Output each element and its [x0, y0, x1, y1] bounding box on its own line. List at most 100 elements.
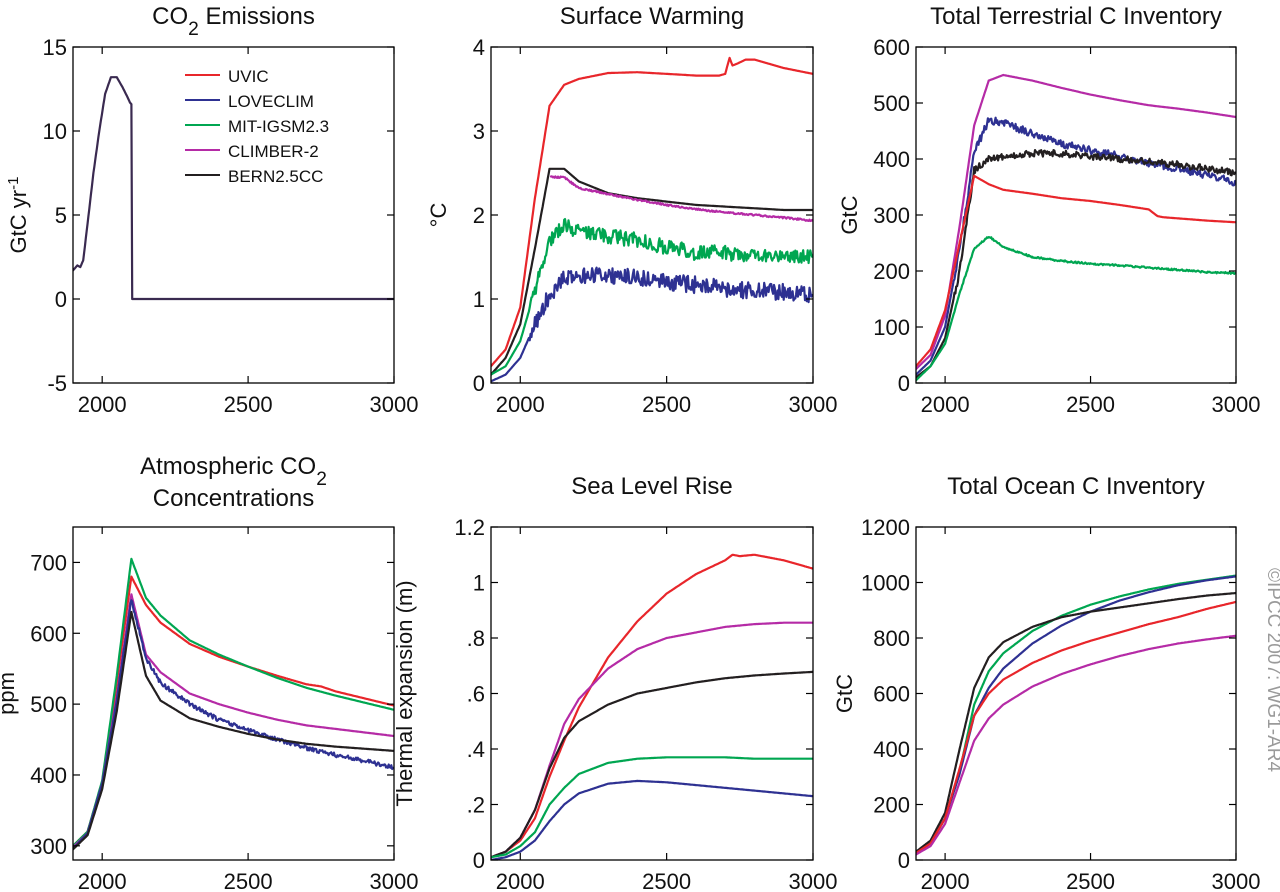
y-tick-label: 0	[473, 848, 485, 873]
x-tick-label: 2000	[921, 392, 970, 417]
chart-title-line-2: Concentrations	[153, 485, 314, 512]
x-tick-label: 3000	[370, 869, 419, 892]
y-tick-label: .2	[467, 793, 485, 818]
series-line-loveclim	[73, 599, 394, 850]
x-tick-label: 3000	[1212, 869, 1261, 892]
x-tick-label: 3000	[370, 392, 419, 417]
x-tick-label: 3000	[789, 392, 838, 417]
x-tick-label: 2000	[496, 392, 545, 417]
legend: UVIC LOVECLIM MIT-IGSM2.3 CLIMBER-2 BERN2.5C…	[185, 67, 329, 186]
x-tick-label: 2500	[224, 869, 273, 892]
credit-text: ©IPCC 2007: WG1-AR4	[1263, 568, 1280, 772]
plot-frame	[490, 526, 814, 861]
y-tick-label: 400	[30, 763, 67, 788]
chart-title: Surface Warming	[560, 3, 745, 30]
y-tick-label: 200	[873, 793, 910, 818]
series-line-loveclim	[491, 779, 813, 860]
series-line-mit-igsm2-3	[73, 557, 394, 847]
y-tick-label: 400	[873, 737, 910, 762]
series-line-bern2-5cc	[916, 149, 1236, 379]
series-line-bern2-5cc	[73, 610, 394, 851]
series-group	[491, 56, 813, 383]
y-tick-label: 0	[55, 287, 67, 312]
y-axis-label: GtC	[837, 195, 862, 234]
x-tick-label: 2500	[642, 392, 691, 417]
x-tick-label: 3000	[789, 869, 838, 892]
series-line-bern2-5cc	[491, 670, 813, 859]
y-axis-label: GtC	[832, 674, 857, 713]
series-line-climber-2	[916, 73, 1236, 371]
y-tick-label: .8	[467, 626, 485, 651]
y-axis-label: ppm	[0, 672, 19, 715]
y-axis-label: °C	[426, 203, 451, 228]
series-line-mit-igsm2-3	[491, 218, 813, 376]
series-group	[491, 553, 813, 860]
series-line-mit-igsm2-3	[916, 574, 1236, 853]
y-tick-label: 0	[898, 371, 910, 396]
y-tick-label: 500	[30, 692, 67, 717]
chart-title-line-1: Atmospheric CO2	[140, 453, 327, 490]
series-line-uvic	[916, 600, 1236, 855]
series-line-bern2-5cc	[491, 167, 813, 376]
y-tick-label: 200	[873, 259, 910, 284]
series-line-climber-2	[549, 175, 813, 223]
y-tick-label: 300	[873, 203, 910, 228]
y-tick-label: 0	[898, 848, 910, 873]
y-tick-label: 10	[43, 119, 67, 144]
x-tick-label: 2500	[1066, 869, 1115, 892]
legend-entry: BERN2.5CC	[228, 167, 323, 186]
series-line-loveclim	[916, 575, 1236, 855]
series-group	[916, 574, 1236, 856]
y-tick-label: 1.2	[454, 515, 485, 540]
x-tick-label: 2000	[78, 869, 127, 892]
x-tick-label: 3000	[1212, 392, 1261, 417]
plot-frame	[72, 526, 395, 861]
series-line-climber-2	[916, 634, 1236, 856]
y-tick-label: -5	[47, 371, 67, 396]
chart-title: CO2 Emissions	[152, 3, 315, 40]
panel-co2-emissions: CO2 Emissions GtC yr-1 2000 2500 3000 -5 0 5 10 1…	[5, 3, 419, 417]
series-line-loveclim	[491, 266, 813, 383]
series-line-shared	[73, 76, 394, 301]
y-tick-label: 1	[473, 571, 485, 596]
y-tick-label: 3	[473, 119, 485, 144]
series-line-loveclim	[916, 116, 1236, 376]
x-tick-label: 2500	[1066, 392, 1115, 417]
x-tick-label: 2000	[78, 392, 127, 417]
series-line-uvic	[73, 575, 394, 847]
chart-title: Sea Level Rise	[571, 473, 732, 500]
series-line-mit-igsm2-3	[491, 756, 813, 859]
x-tick-label: 2000	[496, 869, 545, 892]
y-tick-label: 800	[873, 626, 910, 651]
y-tick-label: 15	[43, 35, 67, 60]
legend-entry: MIT-IGSM2.3	[228, 117, 329, 136]
panel-sea-level-rise: Sea Level Rise Thermal expansion (m) 2000 2…	[392, 473, 837, 892]
y-tick-label: 1	[473, 287, 485, 312]
legend-entry: UVIC	[228, 67, 269, 86]
series-line-mit-igsm2-3	[916, 236, 1236, 382]
y-tick-label: 500	[873, 91, 910, 116]
x-tick-label: 2500	[642, 869, 691, 892]
legend-entry: CLIMBER-2	[228, 142, 319, 161]
y-axis-label: Thermal expansion (m)	[392, 580, 417, 806]
y-tick-label: 2	[473, 203, 485, 228]
y-tick-label: 400	[873, 147, 910, 172]
series-line-uvic	[916, 174, 1236, 368]
y-tick-label: 5	[55, 203, 67, 228]
y-tick-label: 600	[30, 621, 67, 646]
y-tick-label: 1000	[861, 571, 910, 596]
legend-entry: LOVECLIM	[228, 92, 314, 111]
y-tick-label: 100	[873, 315, 910, 340]
panel-ocean-carbon: Total Ocean C Inventory GtC 2000 2500 3000 0 2…	[832, 473, 1260, 892]
y-tick-label: .6	[467, 682, 485, 707]
y-tick-label: .4	[467, 737, 485, 762]
y-tick-label: 700	[30, 550, 67, 575]
series-group	[73, 557, 394, 851]
chart-title: Total Ocean C Inventory	[947, 473, 1204, 500]
plot-frame	[915, 526, 1237, 861]
y-tick-label: 600	[873, 682, 910, 707]
series-line-uvic	[491, 56, 813, 368]
y-axis-label: GtC yr-1	[5, 177, 32, 254]
